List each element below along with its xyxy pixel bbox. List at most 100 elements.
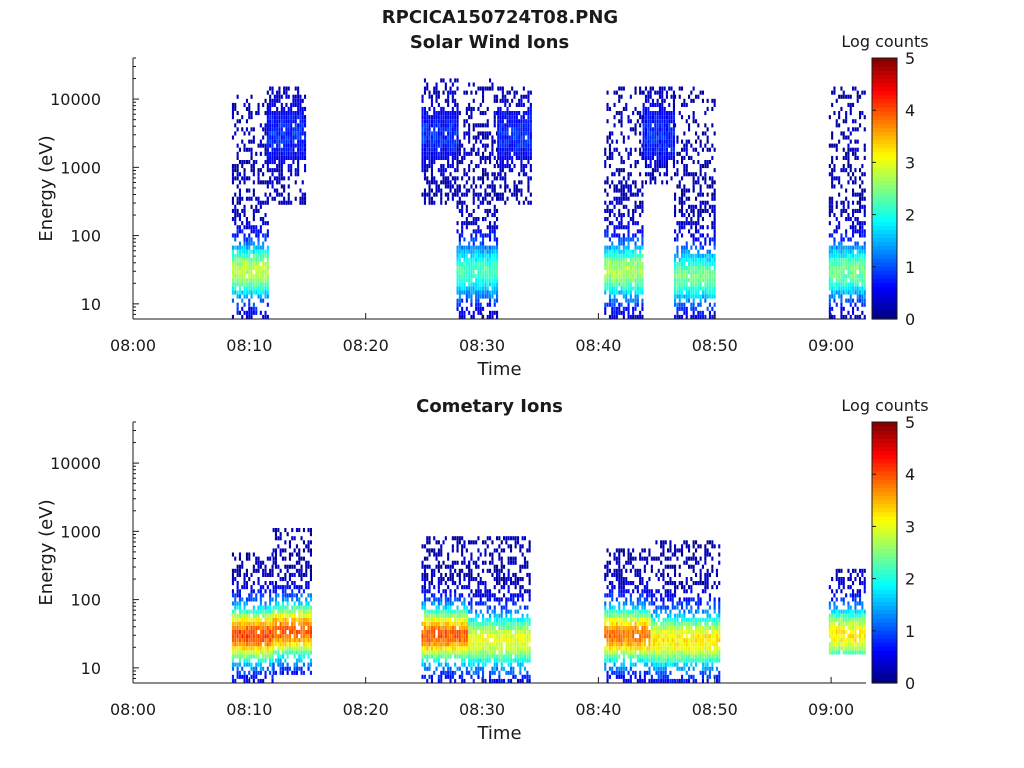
spectrogram-cell bbox=[281, 642, 284, 647]
spectrogram-cell bbox=[304, 115, 307, 120]
spectrogram-cell bbox=[437, 585, 440, 590]
colorbar-segment bbox=[872, 98, 897, 104]
spectrogram-cell bbox=[461, 229, 464, 234]
spectrogram-cell bbox=[835, 261, 838, 266]
spectrogram-cell bbox=[266, 274, 269, 279]
spectrogram-cell bbox=[456, 282, 459, 287]
spectrogram-cell bbox=[852, 249, 855, 254]
spectrogram-cell bbox=[444, 192, 447, 197]
spectrogram-cell bbox=[238, 192, 241, 197]
spectrogram-cell bbox=[713, 217, 716, 222]
spectrogram-cell bbox=[294, 135, 297, 140]
spectrogram-cell bbox=[681, 213, 684, 218]
spectrogram-cell bbox=[447, 617, 450, 622]
spectrogram-cell bbox=[288, 638, 291, 643]
spectrogram-cell bbox=[259, 646, 262, 651]
spectrogram-cell bbox=[293, 646, 296, 651]
spectrogram-cell bbox=[279, 630, 282, 635]
spectrogram-cell bbox=[477, 306, 480, 311]
spectrogram-cell bbox=[231, 217, 234, 222]
spectrogram-cell bbox=[283, 200, 286, 205]
spectrogram-cell bbox=[632, 233, 635, 238]
spectrogram-cell bbox=[442, 131, 445, 136]
spectrogram-cell bbox=[440, 621, 443, 626]
spectrogram-cell bbox=[449, 135, 452, 140]
spectrogram-cell bbox=[486, 290, 489, 295]
spectrogram-cell bbox=[278, 86, 281, 91]
spectrogram-cell bbox=[852, 213, 855, 218]
spectrogram-cell bbox=[620, 155, 623, 160]
spectrogram-cell bbox=[276, 119, 279, 124]
spectrogram-cell bbox=[513, 147, 516, 152]
spectrogram-cell bbox=[252, 646, 255, 651]
spectrogram-cell bbox=[440, 115, 443, 120]
spectrogram-cell bbox=[421, 638, 424, 643]
spectrogram-cell bbox=[629, 127, 632, 132]
spectrogram-cell bbox=[493, 192, 496, 197]
spectrogram-cell bbox=[293, 621, 296, 626]
spectrogram-cell bbox=[437, 90, 440, 95]
spectrogram-cell bbox=[255, 290, 258, 295]
spectrogram-cell bbox=[641, 302, 644, 307]
spectrogram-cell bbox=[482, 241, 485, 246]
spectrogram-cell bbox=[456, 127, 459, 132]
spectrogram-cell bbox=[672, 131, 675, 136]
spectrogram-cell bbox=[440, 106, 443, 111]
spectrogram-cell bbox=[861, 286, 864, 291]
spectrogram-cell bbox=[451, 147, 454, 152]
spectrogram-cell bbox=[627, 266, 630, 271]
spectrogram-cell bbox=[433, 127, 436, 132]
spectrogram-cell bbox=[661, 160, 664, 165]
spectrogram-cell bbox=[458, 634, 461, 639]
spectrogram-cell bbox=[426, 609, 429, 614]
spectrogram-cell bbox=[264, 151, 267, 156]
spectrogram-cell bbox=[274, 621, 277, 626]
spectrogram-cell bbox=[636, 204, 639, 209]
spectrogram-cell bbox=[440, 131, 443, 136]
spectrogram-cell bbox=[690, 302, 693, 307]
spectrogram-cell bbox=[663, 86, 666, 91]
spectrogram-cell bbox=[257, 642, 260, 647]
spectrogram-cell bbox=[629, 217, 632, 222]
spectrogram-cell bbox=[426, 556, 429, 561]
spectrogram-cell bbox=[681, 266, 684, 271]
spectrogram-cell bbox=[278, 135, 281, 140]
spectrogram-cell bbox=[458, 278, 461, 283]
spectrogram-cell bbox=[449, 123, 452, 128]
spectrogram-cell bbox=[293, 609, 296, 614]
spectrogram-cell bbox=[262, 249, 265, 254]
spectrogram-cell bbox=[423, 164, 426, 169]
spectrogram-cell bbox=[632, 286, 635, 291]
spectrogram-cell bbox=[293, 564, 296, 569]
spectrogram-cell bbox=[447, 111, 450, 116]
spectrogram-cell bbox=[428, 642, 431, 647]
spectrogram-cell bbox=[250, 278, 253, 283]
spectrogram-cell bbox=[440, 650, 443, 655]
spectrogram-cell bbox=[451, 192, 454, 197]
spectrogram-cell bbox=[842, 282, 845, 287]
spectrogram-cell bbox=[447, 176, 450, 181]
spectrogram-cell bbox=[440, 630, 443, 635]
colorbar-segment bbox=[872, 208, 897, 214]
spectrogram-cell bbox=[493, 298, 496, 303]
spectrogram-cell bbox=[284, 548, 287, 553]
spectrogram-cell bbox=[608, 253, 611, 258]
spectrogram-cell bbox=[435, 540, 438, 545]
spectrogram-cell bbox=[440, 180, 443, 185]
spectrogram-cell bbox=[458, 642, 461, 647]
spectrogram-cell bbox=[685, 208, 688, 213]
colorbar-segment bbox=[872, 314, 897, 320]
spectrogram-cell bbox=[442, 617, 445, 622]
spectrogram-cell bbox=[248, 241, 251, 246]
spectrogram-cell bbox=[642, 131, 645, 136]
spectrogram-cell bbox=[622, 237, 625, 242]
spectrogram-cell bbox=[291, 593, 294, 598]
spectrogram-cell bbox=[470, 294, 473, 299]
spectrogram-cell bbox=[279, 670, 282, 675]
colorbar-segment bbox=[872, 265, 897, 271]
spectrogram-cell bbox=[447, 654, 450, 659]
spectrogram-cell bbox=[309, 609, 312, 614]
spectrogram-cell bbox=[661, 143, 664, 148]
spectrogram-cell bbox=[493, 225, 496, 230]
spectrogram-cell bbox=[501, 164, 504, 169]
